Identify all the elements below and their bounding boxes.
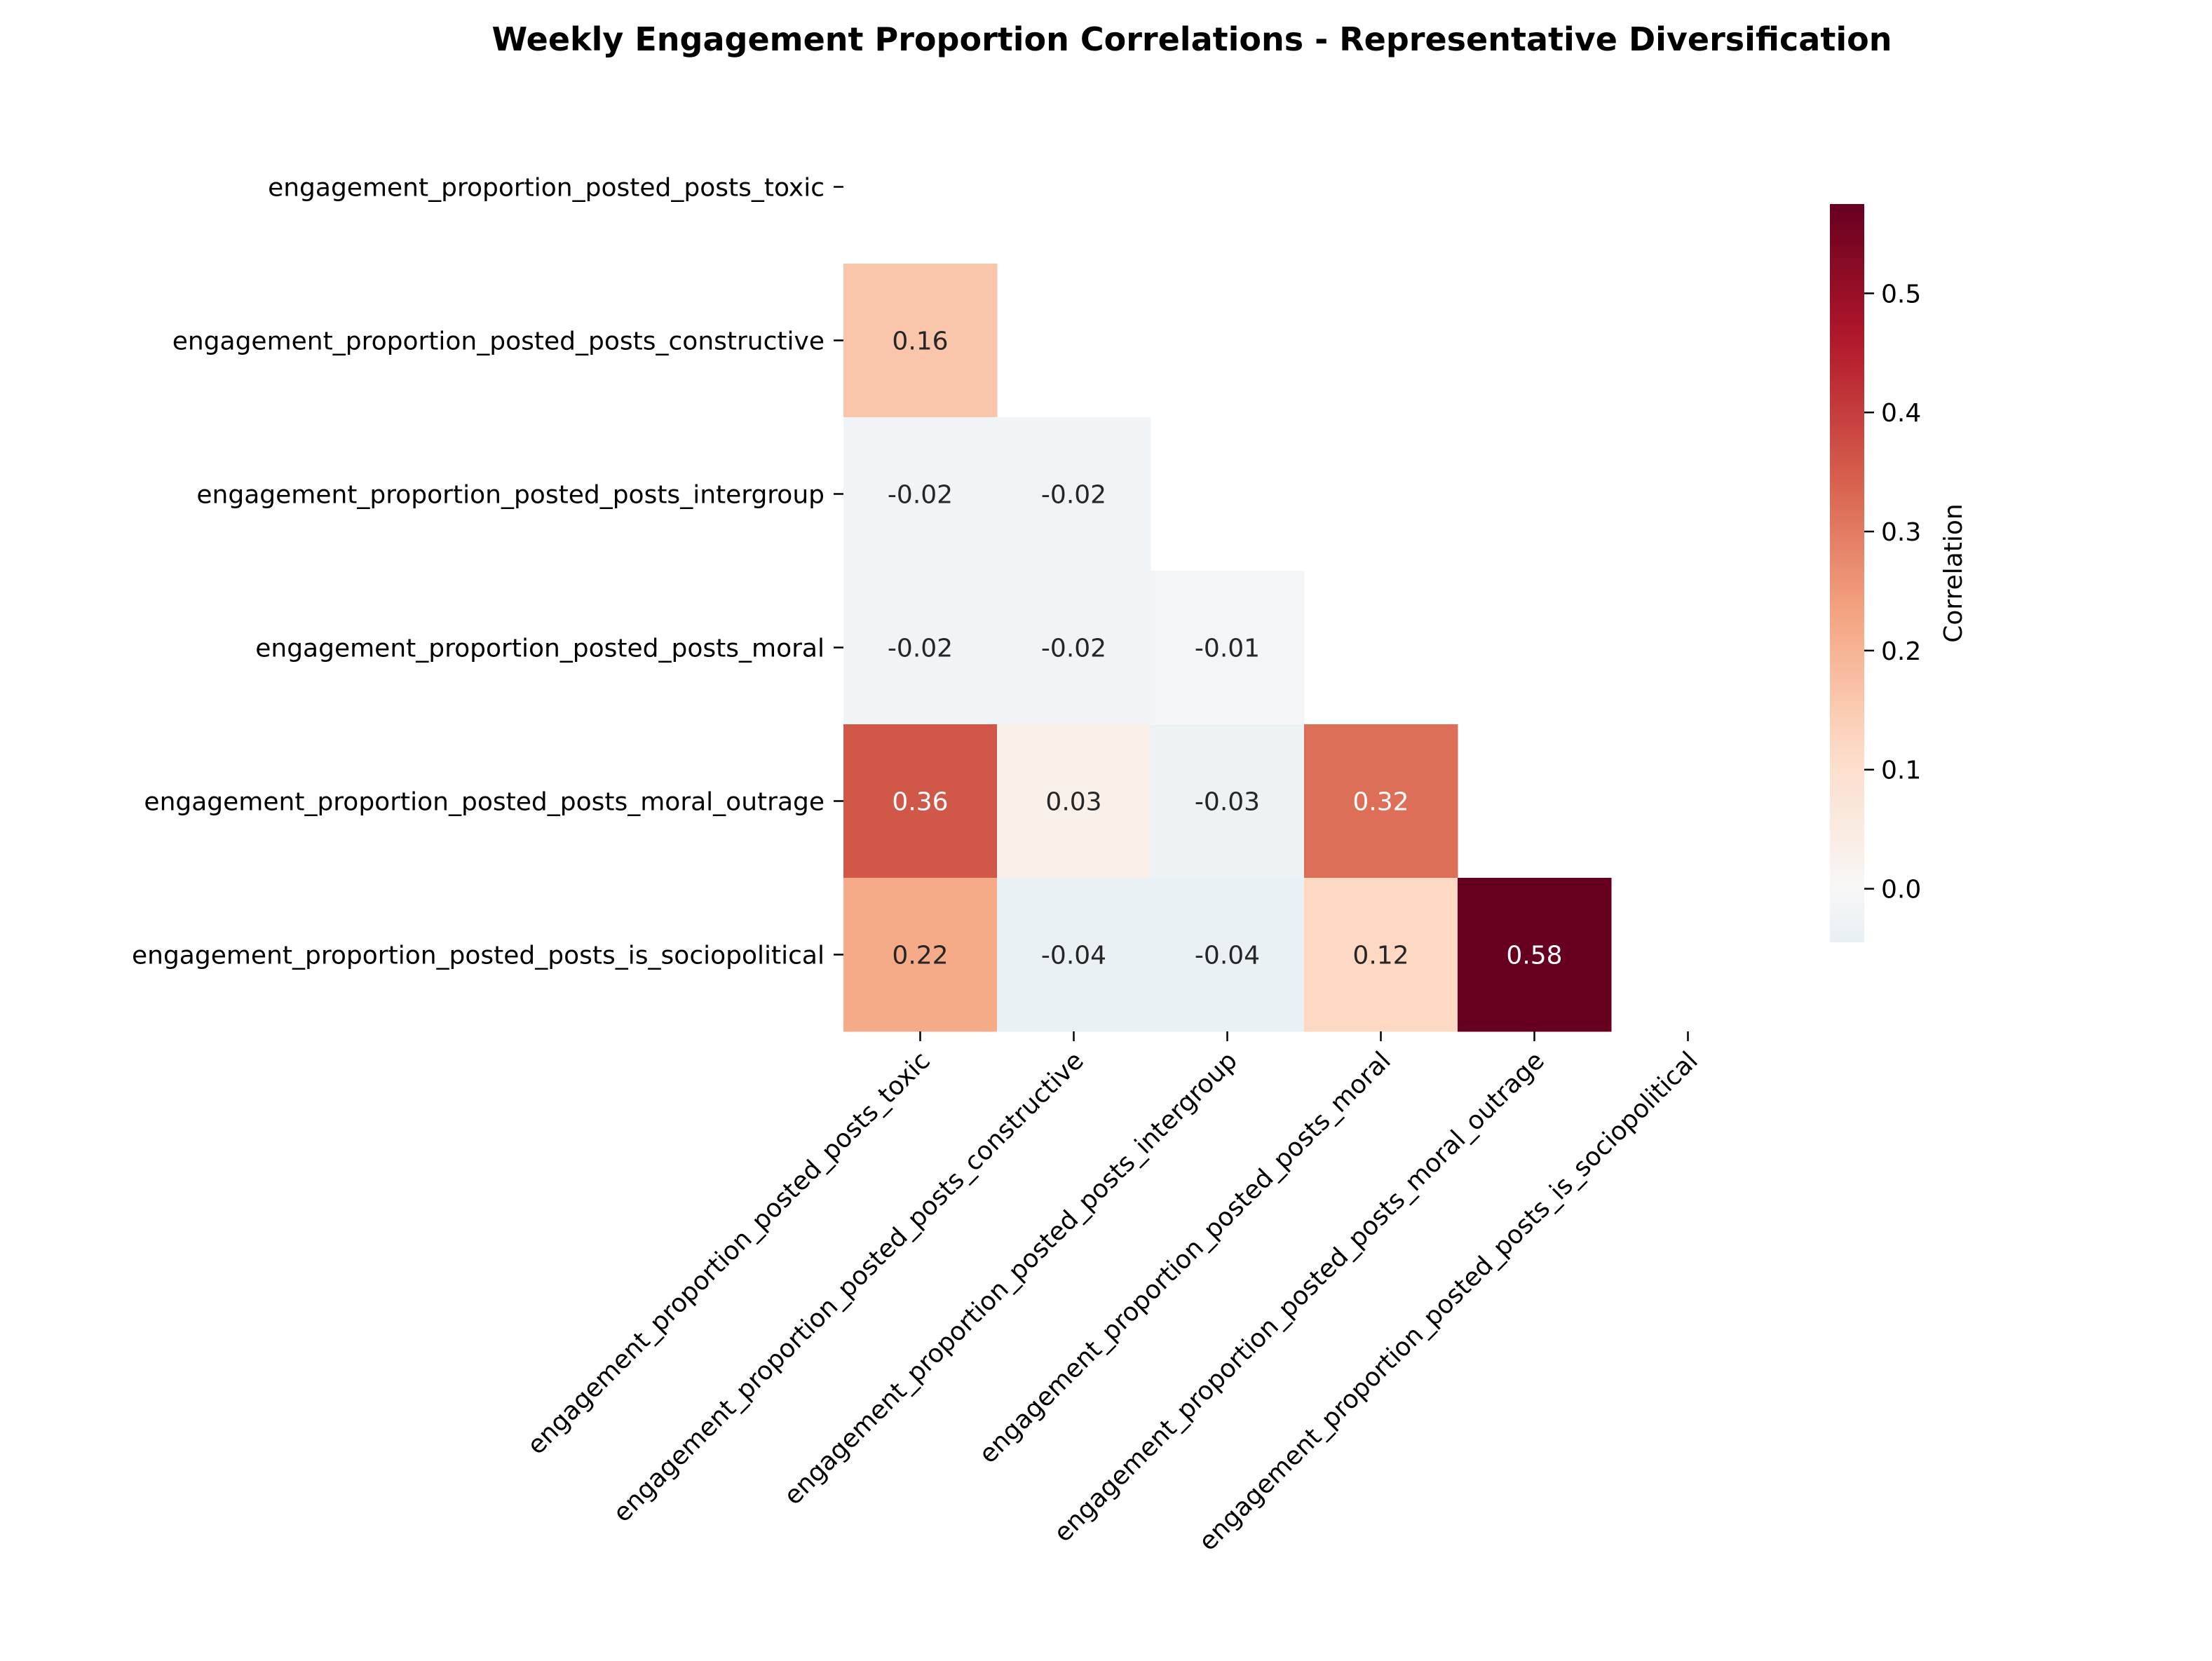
y-axis-ticks: engagement_proportion_posted_posts_toxic… — [132, 174, 843, 970]
cell-value-label: -0.02 — [888, 635, 953, 663]
heatmap-cell — [843, 264, 998, 418]
cell-value-label: -0.04 — [1195, 942, 1260, 970]
cell-value-label: -0.02 — [888, 481, 953, 510]
cell-value-label: 0.16 — [892, 327, 948, 356]
cell-value-label: -0.01 — [1195, 635, 1260, 663]
heatmap-cell — [843, 571, 998, 725]
cell-value-label: -0.02 — [1041, 481, 1106, 510]
x-axis-ticks: engagement_proportion_posted_posts_toxic… — [522, 1031, 1704, 1557]
heatmap-cell — [1151, 571, 1305, 725]
colorbar-tick-label: 0.5 — [1881, 280, 1921, 309]
cell-value-label: 0.03 — [1045, 788, 1101, 817]
cell-value-label: 0.12 — [1352, 942, 1409, 970]
y-tick-label: engagement_proportion_posted_posts_moral — [255, 635, 825, 663]
colorbar-tick-label: 0.3 — [1881, 518, 1921, 547]
colorbar-tick-label: 0.2 — [1881, 637, 1921, 666]
heatmap-cell — [997, 878, 1151, 1032]
heatmap-cell — [843, 878, 998, 1032]
y-tick-label: engagement_proportion_posted_posts_const… — [172, 327, 825, 356]
colorbar-tick-label: 0.0 — [1881, 876, 1921, 904]
heatmap-cell — [1458, 878, 1612, 1032]
x-tick-label: engagement_proportion_posted_posts_moral… — [1049, 1046, 1550, 1547]
heatmap-cell — [997, 571, 1151, 725]
cell-value-label: -0.02 — [1041, 635, 1106, 663]
heatmap-cell — [1151, 724, 1305, 879]
heatmap-cell — [843, 724, 998, 879]
heatmap-cell — [997, 417, 1151, 571]
y-tick-label: engagement_proportion_posted_posts_inter… — [196, 481, 825, 510]
colorbar: Correlation 0.0 0.1 0.2 0.3 0.4 0.5 — [1830, 204, 1968, 942]
x-tick-label: engagement_proportion_posted_posts_is_so… — [1193, 1046, 1704, 1557]
cell-value-label: -0.04 — [1041, 942, 1106, 970]
cell-value-label: 0.22 — [892, 942, 948, 970]
heatmap-cell — [843, 417, 998, 571]
chart-title: Weekly Engagement Proportion Correlation… — [492, 20, 1892, 58]
y-tick-label: engagement_proportion_posted_posts_is_so… — [132, 942, 825, 970]
colorbar-tick-label: 0.4 — [1881, 399, 1921, 428]
heatmap-cell — [997, 724, 1151, 879]
heatmap-cells: 0.16 -0.02 -0.02 -0.02 -0.02 -0.01 0.36 0.03 -0.… — [843, 264, 1612, 1032]
colorbar-gradient — [1830, 204, 1864, 942]
cell-value-label: 0.58 — [1506, 942, 1562, 970]
cell-value-label: 0.32 — [1352, 788, 1409, 817]
heatmap-cell — [1151, 878, 1305, 1032]
colorbar-tick-label: 0.1 — [1881, 757, 1921, 785]
cell-value-label: 0.36 — [892, 788, 948, 817]
cell-value-label: -0.03 — [1195, 788, 1260, 817]
heatmap-cell — [1304, 878, 1458, 1032]
y-tick-label: engagement_proportion_posted_posts_moral… — [144, 788, 825, 817]
colorbar-label: Correlation — [1939, 503, 1968, 643]
heatmap-cell — [1304, 724, 1458, 879]
y-tick-label: engagement_proportion_posted_posts_toxic — [268, 174, 825, 203]
